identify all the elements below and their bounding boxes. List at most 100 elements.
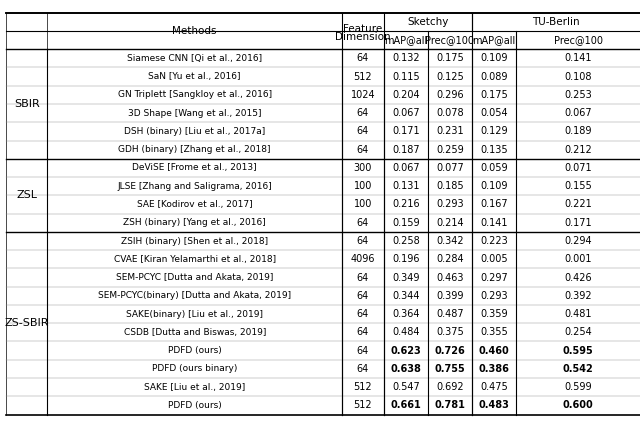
Text: 0.059: 0.059 (481, 163, 508, 173)
Text: PDFD (ours): PDFD (ours) (168, 401, 221, 410)
Text: 0.392: 0.392 (564, 291, 592, 301)
Text: 0.595: 0.595 (563, 346, 593, 356)
Text: mAP@all: mAP@all (384, 35, 428, 45)
Text: ZSIH (binary) [Shen et al., 2018]: ZSIH (binary) [Shen et al., 2018] (121, 236, 268, 245)
Text: 512: 512 (354, 401, 372, 410)
Text: 100: 100 (354, 200, 372, 209)
Text: 0.129: 0.129 (481, 126, 508, 137)
Text: 0.349: 0.349 (392, 272, 420, 283)
Text: DeViSE [Frome et al., 2013]: DeViSE [Frome et al., 2013] (132, 163, 257, 173)
Text: 0.131: 0.131 (392, 181, 420, 191)
Text: SBIR: SBIR (14, 99, 40, 109)
Text: 0.355: 0.355 (481, 327, 508, 338)
Text: 64: 64 (357, 346, 369, 356)
Text: 0.661: 0.661 (390, 401, 421, 410)
Text: PDFD (ours): PDFD (ours) (168, 346, 221, 355)
Text: 0.108: 0.108 (564, 71, 592, 82)
Text: 64: 64 (357, 218, 369, 228)
Text: 512: 512 (354, 382, 372, 392)
Text: 0.463: 0.463 (436, 272, 463, 283)
Text: 0.132: 0.132 (392, 53, 420, 63)
Text: Sketchy: Sketchy (407, 17, 449, 27)
Text: Prec@100: Prec@100 (554, 35, 603, 45)
Text: 64: 64 (357, 327, 369, 338)
Text: 0.481: 0.481 (564, 309, 592, 319)
Text: 64: 64 (357, 145, 369, 155)
Text: 0.187: 0.187 (392, 145, 420, 155)
Text: 0.547: 0.547 (392, 382, 420, 392)
Text: 0.071: 0.071 (564, 163, 592, 173)
Text: 64: 64 (357, 272, 369, 283)
Text: 512: 512 (354, 71, 372, 82)
Text: CSDB [Dutta and Biswas, 2019]: CSDB [Dutta and Biswas, 2019] (124, 328, 266, 337)
Text: 64: 64 (357, 291, 369, 301)
Text: Feature: Feature (344, 24, 383, 34)
Text: Dimension: Dimension (335, 32, 391, 42)
Text: 0.375: 0.375 (436, 327, 464, 338)
Text: 0.054: 0.054 (481, 108, 508, 118)
Text: 3D Shape [Wang et al., 2015]: 3D Shape [Wang et al., 2015] (128, 109, 262, 118)
Text: 0.294: 0.294 (564, 236, 592, 246)
Text: 0.755: 0.755 (435, 364, 465, 374)
Text: 0.159: 0.159 (392, 218, 420, 228)
Text: DSH (binary) [Liu et al., 2017a]: DSH (binary) [Liu et al., 2017a] (124, 127, 266, 136)
Text: 0.484: 0.484 (392, 327, 420, 338)
Text: 64: 64 (357, 309, 369, 319)
Text: GDH (binary) [Zhang et al., 2018]: GDH (binary) [Zhang et al., 2018] (118, 145, 271, 154)
Text: Prec@100: Prec@100 (426, 35, 474, 45)
Text: 0.781: 0.781 (435, 401, 465, 410)
Text: SAE [Kodirov et al., 2017]: SAE [Kodirov et al., 2017] (137, 200, 253, 209)
Text: 0.259: 0.259 (436, 145, 464, 155)
Text: 0.167: 0.167 (481, 200, 508, 209)
Text: 0.185: 0.185 (436, 181, 463, 191)
Text: SAKE(binary) [Liu et al., 2019]: SAKE(binary) [Liu et al., 2019] (126, 310, 263, 319)
Text: 0.189: 0.189 (564, 126, 592, 137)
Text: 0.258: 0.258 (392, 236, 420, 246)
Text: 64: 64 (357, 236, 369, 246)
Text: 0.297: 0.297 (481, 272, 508, 283)
Text: 64: 64 (357, 364, 369, 374)
Text: 1024: 1024 (351, 90, 375, 100)
Text: 0.599: 0.599 (564, 382, 592, 392)
Text: 0.078: 0.078 (436, 108, 463, 118)
Text: 0.293: 0.293 (436, 200, 463, 209)
Text: 0.141: 0.141 (564, 53, 592, 63)
Text: ZSL: ZSL (16, 190, 37, 201)
Text: 0.542: 0.542 (563, 364, 593, 374)
Text: 0.216: 0.216 (392, 200, 420, 209)
Text: 0.483: 0.483 (479, 401, 509, 410)
Text: 0.204: 0.204 (392, 90, 420, 100)
Text: 0.175: 0.175 (481, 90, 508, 100)
Text: 0.487: 0.487 (436, 309, 463, 319)
Text: SAKE [Liu et al., 2019]: SAKE [Liu et al., 2019] (144, 383, 245, 392)
Text: JLSE [Zhang and Saligrama, 2016]: JLSE [Zhang and Saligrama, 2016] (117, 182, 272, 191)
Text: Siamese CNN [Qi et al., 2016]: Siamese CNN [Qi et al., 2016] (127, 54, 262, 63)
Text: 0.077: 0.077 (436, 163, 464, 173)
Text: 0.475: 0.475 (481, 382, 508, 392)
Text: 0.342: 0.342 (436, 236, 463, 246)
Text: 100: 100 (354, 181, 372, 191)
Text: PDFD (ours binary): PDFD (ours binary) (152, 364, 237, 374)
Text: 0.623: 0.623 (390, 346, 421, 356)
Text: ZSH (binary) [Yang et al., 2016]: ZSH (binary) [Yang et al., 2016] (124, 218, 266, 227)
Text: mAP@all: mAP@all (472, 35, 516, 45)
Text: 0.231: 0.231 (436, 126, 463, 137)
Text: 0.364: 0.364 (392, 309, 420, 319)
Text: 0.726: 0.726 (435, 346, 465, 356)
Text: 0.067: 0.067 (392, 108, 420, 118)
Text: 0.254: 0.254 (564, 327, 592, 338)
Text: 0.141: 0.141 (481, 218, 508, 228)
Text: 0.638: 0.638 (390, 364, 421, 374)
Text: 4096: 4096 (351, 254, 375, 264)
Text: 0.296: 0.296 (436, 90, 463, 100)
Text: 0.359: 0.359 (481, 309, 508, 319)
Text: SEM-PCYC [Dutta and Akata, 2019]: SEM-PCYC [Dutta and Akata, 2019] (116, 273, 273, 282)
Text: 0.196: 0.196 (392, 254, 420, 264)
Text: 0.001: 0.001 (564, 254, 592, 264)
Text: 0.399: 0.399 (436, 291, 463, 301)
Text: CVAE [Kiran Yelamarthi et al., 2018]: CVAE [Kiran Yelamarthi et al., 2018] (114, 255, 276, 264)
Text: 0.214: 0.214 (436, 218, 463, 228)
Text: GN Triplett [Sangkloy et al., 2016]: GN Triplett [Sangkloy et al., 2016] (118, 91, 272, 99)
Text: 0.109: 0.109 (481, 53, 508, 63)
Text: 64: 64 (357, 126, 369, 137)
